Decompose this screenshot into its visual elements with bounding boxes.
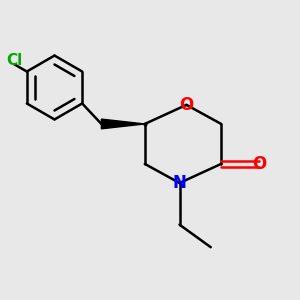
Text: N: N [172,174,187,192]
Text: Cl: Cl [6,52,22,68]
Polygon shape [101,119,145,129]
Text: O: O [179,96,194,114]
Text: O: O [252,155,266,173]
